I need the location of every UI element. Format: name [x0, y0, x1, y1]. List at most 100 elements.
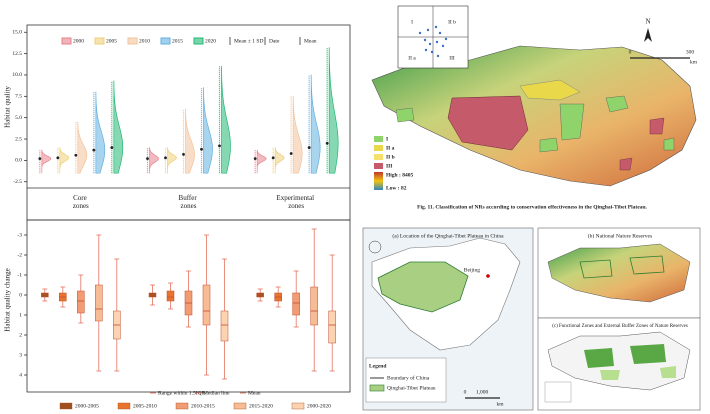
legend-label: 2000-2005: [75, 403, 99, 409]
scale-label: 0: [629, 49, 632, 55]
legend-swatch: [117, 402, 131, 410]
violin: [274, 147, 285, 174]
legend-label: Qinghai-Tibet Plateau: [387, 385, 436, 391]
legend-swatch: [193, 37, 204, 45]
legend-label: II b: [386, 154, 395, 160]
legend-title: Legend: [369, 363, 386, 369]
legend-swatch: [59, 402, 73, 410]
y-tick-label: 1: [19, 312, 22, 318]
legend-label: Range within 1.5IQR: [158, 390, 206, 396]
bottom-frame: [26, 219, 351, 393]
legend-label: 2000: [73, 38, 84, 44]
box: [220, 310, 229, 342]
violin: [77, 121, 88, 174]
violin: [292, 95, 303, 174]
y-tick-label: 0.0: [15, 158, 22, 164]
caption: Fig. 11. Classification of NRs according…: [417, 204, 647, 210]
mean-dot: [325, 141, 329, 145]
mean-dot: [218, 144, 221, 148]
y-tick-label: 0: [19, 292, 22, 298]
violin: [203, 87, 213, 174]
y-tick-label: 7.5: [15, 94, 22, 100]
y-label: Habitat quality: [4, 86, 12, 128]
legend-label: 2005: [106, 38, 117, 44]
quadrant-label: II a: [408, 55, 416, 61]
legend-label: Median line: [203, 390, 230, 396]
box: [328, 310, 336, 344]
box: [77, 290, 85, 314]
mean-dot: [92, 148, 96, 152]
box: [166, 290, 175, 302]
map-zones: [537, 317, 701, 411]
north: N: [645, 18, 650, 26]
legend-label: II a: [386, 145, 395, 151]
legend-label: 2000-2020: [307, 403, 331, 409]
scale-label: 1,000: [476, 389, 489, 395]
y-tick-label: -3: [17, 232, 22, 238]
y-tick-label: -2: [17, 252, 22, 258]
scale-label: km: [496, 401, 504, 407]
scale-label: km: [690, 59, 698, 65]
legend-label: Date: [269, 38, 280, 44]
legend-label: Boundary of China: [387, 374, 430, 381]
scale-label: 300: [686, 49, 695, 55]
violin: [310, 74, 321, 174]
legend-label: High : 8405: [386, 172, 413, 178]
legend-label: 2015-2020: [249, 403, 273, 409]
mean-dot: [289, 152, 293, 155]
violin: [59, 147, 70, 174]
violin: [221, 66, 231, 174]
y-tick-label: 2.5: [15, 136, 22, 142]
map-reserves: [537, 227, 701, 319]
violin: [113, 80, 124, 174]
violin: [95, 91, 106, 174]
box: [310, 286, 318, 326]
map-location: [362, 227, 534, 411]
box: [202, 284, 211, 326]
category-label: Core zones: [73, 194, 89, 210]
legend-swatch: [61, 37, 72, 45]
y-tick-label: 12.5: [12, 51, 22, 57]
legend-label: Mean: [248, 390, 261, 396]
scale-label: 0: [464, 389, 467, 395]
violin: [185, 108, 195, 174]
legend-swatch: [94, 37, 105, 45]
mean-dot: [271, 156, 275, 160]
legend-swatch: [160, 37, 171, 45]
y-tick-label: -1: [17, 272, 22, 278]
mean-dot: [307, 146, 311, 149]
box: [292, 292, 300, 316]
legend-swatch: [175, 402, 189, 410]
legend-label: III: [386, 163, 392, 169]
y-tick-label: 5.0: [15, 115, 22, 121]
mean-dot: [200, 147, 203, 151]
mean-dot: [56, 156, 60, 160]
mean-dot: [253, 157, 257, 161]
y-tick-label: 2: [19, 332, 22, 338]
legend-swatch: [291, 402, 305, 410]
legend-label: 2010: [139, 38, 150, 44]
legend-label: 2015: [172, 38, 183, 44]
y-label: Habitat quality change: [4, 268, 12, 331]
y-tick-label: 15.0: [12, 30, 22, 36]
legend-label: 2020: [205, 38, 216, 44]
quadrant-label: I: [411, 19, 413, 25]
mean-dot: [74, 153, 78, 157]
legend-swatch: [127, 37, 138, 45]
violin: [167, 147, 177, 174]
y-tick-label: 3: [19, 352, 22, 358]
legend-label: Mean ± 1 SD: [234, 38, 263, 44]
y-tick-label: 4: [19, 372, 22, 378]
y-tick-label: 10.0: [12, 72, 22, 78]
legend-label: 2005-2010: [133, 403, 157, 409]
legend-label: Mean: [304, 38, 317, 44]
box: [95, 284, 103, 322]
violin: [328, 47, 339, 174]
category-label: Buffer zones: [179, 194, 199, 210]
violin: [149, 147, 159, 174]
panel-title: (a) Location of the Qinghai-Tibet Platea…: [392, 232, 504, 239]
violin: [41, 149, 52, 174]
legend-label: 2010-2015: [191, 403, 215, 409]
panel-title: (c) Functional Zones and External Buffer…: [552, 324, 688, 329]
